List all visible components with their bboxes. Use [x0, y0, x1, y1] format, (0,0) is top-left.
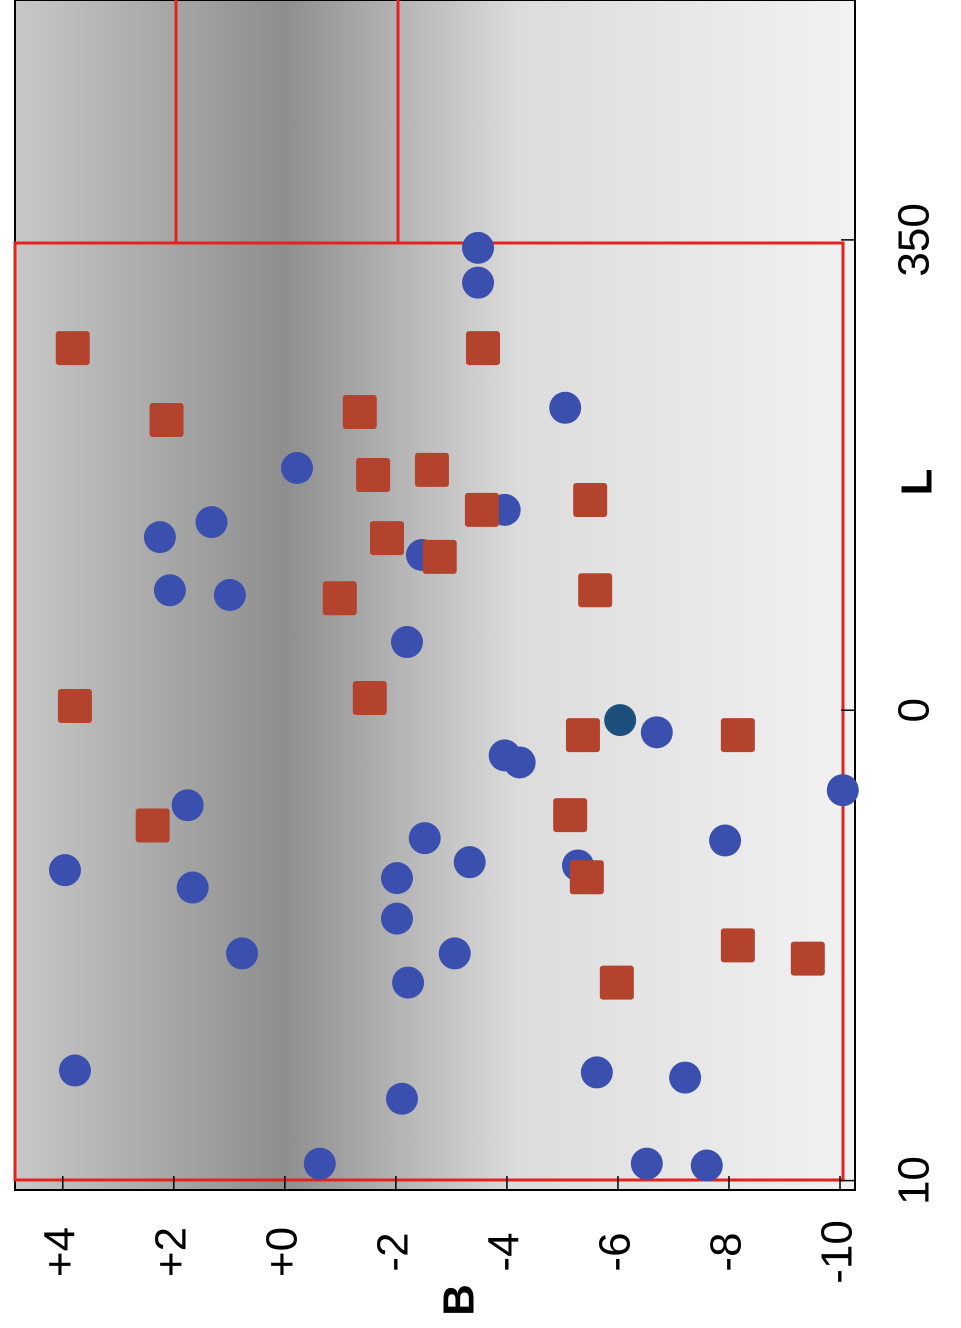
circle-marker: [630, 1147, 663, 1180]
circle-marker: [153, 574, 186, 607]
circle-marker: [453, 846, 486, 879]
square-marker: [414, 452, 449, 487]
x-tick-label: +0: [257, 1227, 306, 1277]
circle-marker: [640, 716, 673, 749]
circle-marker: [549, 391, 582, 424]
square-marker: [720, 718, 755, 753]
circle-marker: [281, 452, 314, 485]
square-marker: [790, 941, 825, 976]
circle-marker: [385, 1082, 418, 1115]
square-marker: [356, 458, 391, 493]
circle-marker: [462, 231, 495, 264]
x-tick-label: +4: [35, 1227, 84, 1277]
y-tick-label: 350: [890, 203, 939, 276]
square-marker: [573, 482, 608, 517]
square-marker: [135, 808, 170, 843]
circle-marker: [709, 824, 742, 857]
circle-marker: [604, 704, 637, 737]
square-marker: [149, 403, 184, 438]
y-tick-label: 10: [890, 1156, 939, 1205]
circle-marker: [462, 266, 495, 299]
circle-marker: [380, 902, 413, 935]
circle-marker: [826, 774, 859, 807]
circle-marker: [580, 1056, 613, 1089]
circle-marker: [392, 966, 425, 999]
square-marker: [422, 539, 457, 574]
x-axis-title: B: [435, 1284, 484, 1316]
square-marker: [57, 689, 92, 724]
square-marker: [342, 395, 377, 430]
x-tick-label: -8: [702, 1232, 751, 1271]
circle-marker: [143, 521, 176, 554]
x-tick-label: -10: [813, 1220, 862, 1284]
x-tick-label: +2: [146, 1227, 195, 1277]
square-marker: [55, 331, 90, 366]
square-marker: [464, 492, 499, 527]
square-marker: [720, 928, 755, 963]
square-marker: [565, 718, 600, 753]
circle-marker: [438, 937, 471, 970]
circle-marker: [669, 1061, 702, 1094]
square-marker: [369, 521, 404, 556]
circle-marker: [380, 862, 413, 895]
circle-marker: [48, 854, 81, 887]
square-marker: [599, 965, 634, 1000]
circle-marker: [226, 937, 259, 970]
field-outline: [13, 0, 845, 1182]
x-tick-label: -4: [480, 1232, 529, 1271]
square-marker: [578, 573, 613, 608]
square-marker: [466, 331, 501, 366]
circle-marker: [690, 1149, 723, 1182]
circle-marker: [171, 789, 204, 822]
square-marker: [569, 860, 604, 895]
circle-marker: [176, 871, 209, 904]
square-marker: [553, 798, 588, 833]
circle-marker: [58, 1054, 91, 1087]
circle-marker: [503, 746, 536, 779]
y-axis-title: L: [893, 469, 942, 496]
square-marker: [352, 681, 387, 716]
x-tick-label: -6: [591, 1232, 640, 1271]
x-tick-label: -2: [368, 1232, 417, 1271]
square-marker: [322, 581, 357, 616]
y-tick-label: 0: [890, 698, 939, 722]
background-map: [15, 0, 855, 1190]
circle-marker: [408, 822, 441, 855]
circle-marker: [195, 506, 228, 539]
circle-marker: [303, 1147, 336, 1180]
circle-marker: [213, 579, 246, 611]
circle-marker: [390, 626, 423, 659]
